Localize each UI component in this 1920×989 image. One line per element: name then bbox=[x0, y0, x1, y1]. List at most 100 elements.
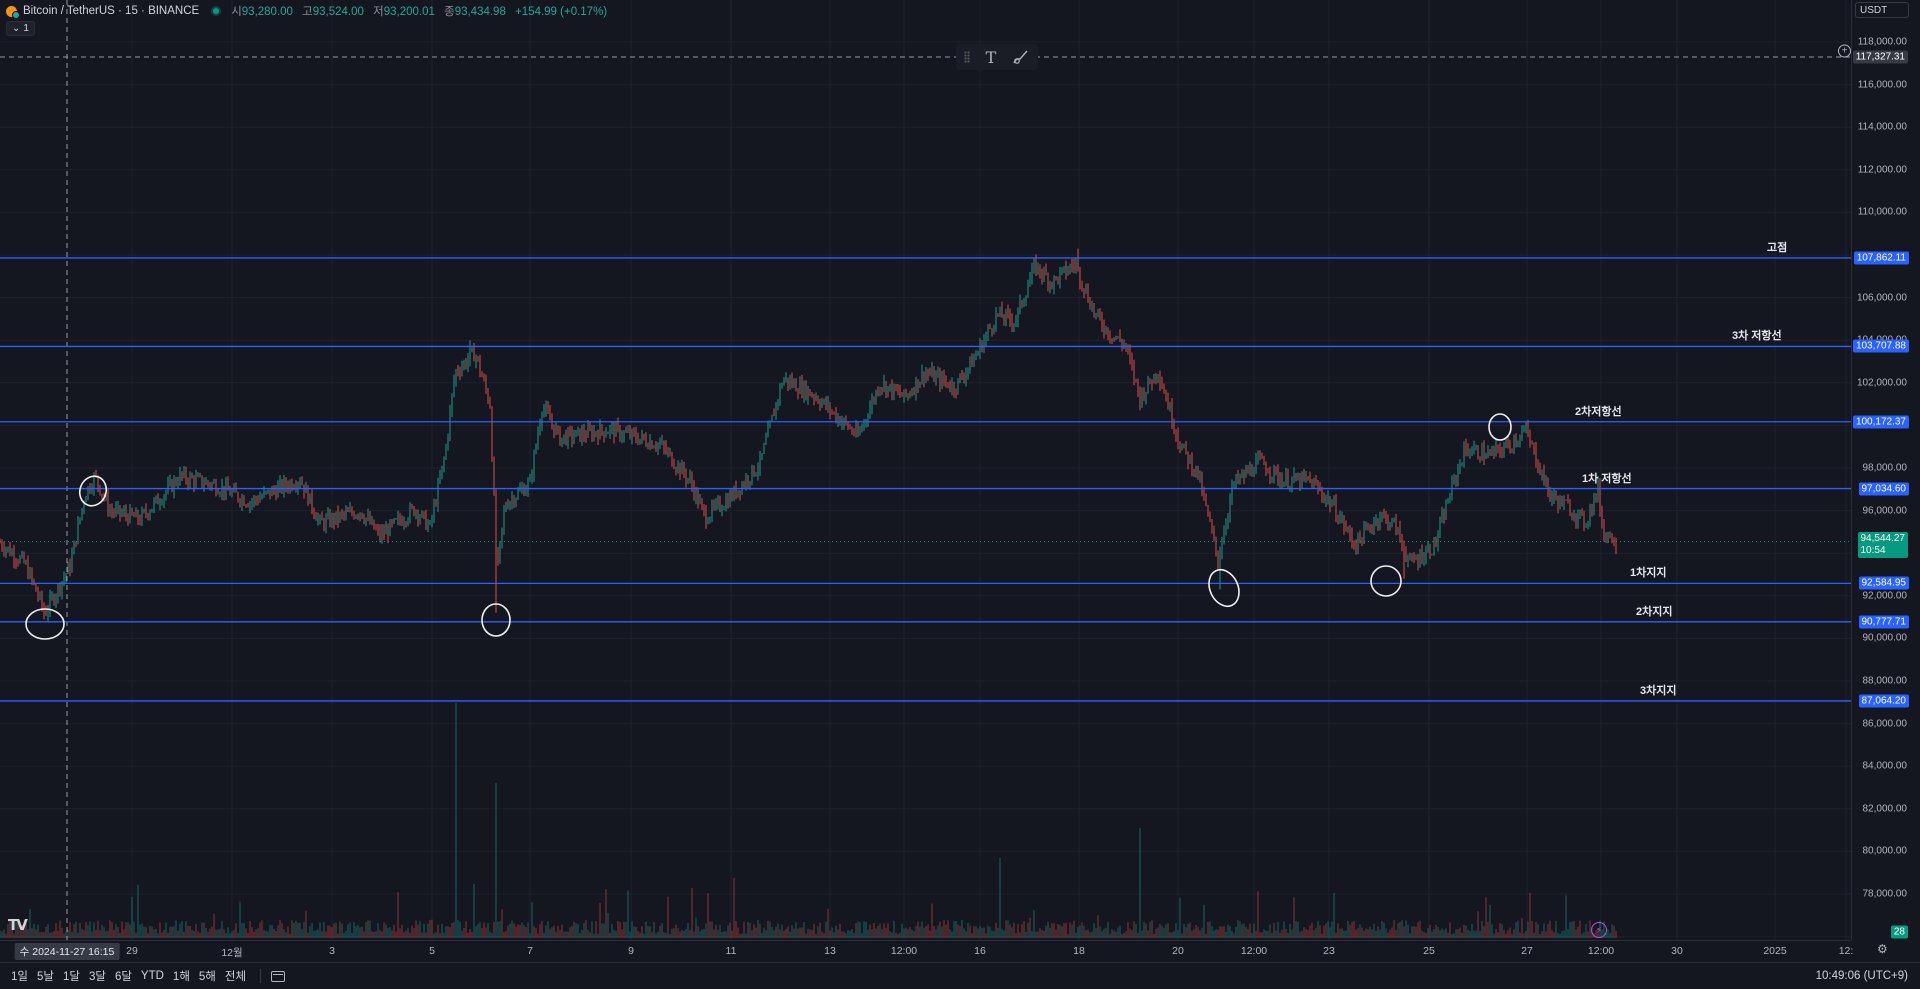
change-value: +154.99 (+0.17%) bbox=[515, 6, 608, 18]
time-tick: 12:00 bbox=[1587, 945, 1615, 957]
price-tick: 98,000.00 bbox=[1862, 462, 1908, 474]
last-price-tag: 94,544.27 10:54 bbox=[1857, 532, 1908, 558]
chevron-down-icon: ⌄ bbox=[12, 23, 21, 34]
bitcoin-icon[interactable] bbox=[6, 5, 20, 19]
price-tick: 96,000.00 bbox=[1862, 505, 1908, 517]
range-button[interactable]: YTD bbox=[140, 970, 164, 982]
level-price-tag: 103,707.88 bbox=[1852, 339, 1909, 353]
open-value: 93,280.00 bbox=[241, 6, 293, 18]
ellipse-annotation bbox=[25, 608, 65, 640]
floating-drawing-toolbar: T bbox=[956, 44, 1038, 70]
grip-icon[interactable] bbox=[964, 51, 970, 63]
price-tick: 102,000.00 bbox=[1856, 377, 1907, 389]
low-value: 93,200.01 bbox=[383, 6, 435, 18]
candle-series bbox=[0, 248, 1617, 622]
level-price-tag: 97,034.60 bbox=[1858, 482, 1909, 496]
time-tick: 12: bbox=[1838, 945, 1854, 957]
ellipse-annotation bbox=[1370, 565, 1402, 597]
time-tick: 23 bbox=[1323, 945, 1335, 957]
price-tick: 90,000.00 bbox=[1862, 632, 1908, 644]
tradingview-logo[interactable]: TV bbox=[8, 916, 28, 934]
gear-icon[interactable]: ⚙ bbox=[1877, 942, 1888, 956]
time-tick: 12:00 bbox=[890, 945, 918, 957]
close-label: 종 bbox=[444, 6, 455, 18]
toolbar-divider bbox=[260, 969, 262, 983]
market-status-icon[interactable] bbox=[213, 8, 220, 14]
price-tick: 86,000.00 bbox=[1862, 718, 1908, 730]
open-label: 시 bbox=[231, 6, 242, 18]
time-tick: 18 bbox=[1073, 945, 1085, 957]
time-axis[interactable]: 29 12월 3 5 7 9 11 13 12:00 16 18 20 12:00 23 25 27 12:00… bbox=[0, 940, 1854, 961]
price-tick: 112,000.00 bbox=[1857, 164, 1907, 176]
range-button[interactable]: 5날 bbox=[36, 971, 54, 983]
level-label[interactable]: 2차저항선 bbox=[1575, 405, 1622, 418]
range-button[interactable]: 6달 bbox=[114, 971, 132, 983]
time-tick: 13 bbox=[824, 945, 836, 957]
time-tick: 3 bbox=[329, 945, 335, 957]
level-price-tag: 87,064.20 bbox=[1858, 694, 1909, 708]
price-tick: 114,000.00 bbox=[1857, 121, 1907, 133]
level-label[interactable]: 1차지지 bbox=[1630, 567, 1667, 580]
price-tick: 84,000.00 bbox=[1862, 760, 1908, 772]
add-alert-icon[interactable]: + bbox=[1838, 44, 1851, 58]
price-axis[interactable]: 118,000.00 116,000.00 114,000.00 112,000.00… bbox=[1851, 0, 1920, 940]
last-price-value: 94,544.27 bbox=[1860, 533, 1906, 544]
level-label[interactable]: 2차지지 bbox=[1636, 605, 1673, 618]
bottom-toolbar: 1일 5날 1달 3달 6달 YTD 1해 5해 전체 10:49:06 (UTC+9) bbox=[0, 962, 1920, 989]
range-button[interactable]: 3달 bbox=[88, 971, 106, 983]
price-tick: 110,000.00 bbox=[1857, 206, 1907, 218]
level-label[interactable]: 1차 저항선 bbox=[1582, 472, 1632, 485]
price-tick: 82,000.00 bbox=[1862, 803, 1908, 815]
price-tick: 78,000.00 bbox=[1862, 888, 1908, 900]
price-tick: 106,000.00 bbox=[1856, 292, 1907, 304]
indicator-count: 1 bbox=[23, 23, 29, 34]
range-button[interactable]: 1달 bbox=[62, 971, 80, 983]
price-tick: 116,000.00 bbox=[1857, 79, 1907, 91]
lightning-icon[interactable]: ⚡ bbox=[1591, 922, 1607, 938]
level-price-tag: 90,777.71 bbox=[1858, 615, 1909, 629]
symbol-legend: Bitcoin / TetherUS · 15 · BINANCE 시93,28… bbox=[6, 3, 613, 19]
time-tick: 7 bbox=[527, 945, 533, 957]
text-tool-glyph: T bbox=[985, 47, 997, 67]
close-value: 93,434.98 bbox=[454, 6, 506, 18]
time-tick: 29 bbox=[126, 945, 138, 957]
time-tick: 12:00 bbox=[1240, 945, 1268, 957]
crosshair-price-tag: 117,327.31 bbox=[1852, 50, 1908, 64]
time-tick: 20 bbox=[1172, 945, 1184, 957]
clock-display[interactable]: 10:49:06 (UTC+9) bbox=[1815, 970, 1908, 982]
range-button[interactable]: 전체 bbox=[224, 971, 247, 983]
volume-series bbox=[0, 703, 1617, 938]
low-label: 저 bbox=[373, 6, 384, 18]
time-tick: 9 bbox=[628, 945, 634, 957]
range-button[interactable]: 5해 bbox=[198, 971, 216, 983]
text-tool-icon[interactable]: T bbox=[982, 47, 1000, 67]
price-tick: 118,000.00 bbox=[1857, 36, 1907, 48]
range-button[interactable]: 1해 bbox=[172, 971, 190, 983]
calendar-icon[interactable] bbox=[271, 970, 286, 982]
symbol-title[interactable]: Bitcoin / TetherUS · 15 · BINANCE bbox=[23, 5, 200, 17]
ellipse-annotation bbox=[1488, 413, 1512, 441]
ellipse-annotation bbox=[78, 475, 108, 507]
price-tick: 80,000.00 bbox=[1862, 845, 1908, 857]
volume-tag: 28 bbox=[1890, 925, 1908, 939]
high-label: 고 bbox=[302, 6, 313, 18]
brush-tool-icon[interactable] bbox=[1012, 48, 1030, 66]
price-chart[interactable] bbox=[0, 0, 1851, 940]
time-tick: 2025 bbox=[1763, 945, 1787, 957]
chart-pane[interactable]: Bitcoin / TetherUS · 15 · BINANCE 시93,28… bbox=[0, 0, 1851, 940]
level-label[interactable]: 고점 bbox=[1767, 241, 1788, 254]
ohlc-values: 시93,280.00 고93,524.00 저93,200.01 종93,434… bbox=[231, 3, 613, 19]
level-label[interactable]: 3차지지 bbox=[1640, 684, 1677, 697]
high-value: 93,524.00 bbox=[312, 6, 364, 18]
price-tick: 92,000.00 bbox=[1862, 590, 1908, 602]
time-tick: 12월 bbox=[221, 947, 243, 959]
indicators-collapse-button[interactable]: ⌄ 1 bbox=[6, 21, 35, 36]
level-price-tag: 92,584.95 bbox=[1858, 576, 1909, 590]
range-button[interactable]: 1일 bbox=[11, 971, 28, 983]
currency-select[interactable]: USDT bbox=[1855, 2, 1909, 18]
level-price-tag: 100,172.37 bbox=[1852, 415, 1909, 429]
level-label[interactable]: 3차 저항선 bbox=[1732, 330, 1782, 343]
time-tick: 27 bbox=[1521, 945, 1533, 957]
price-tick: 88,000.00 bbox=[1862, 675, 1908, 687]
crosshair-time-tag: 수 2024-11-27 16:15 bbox=[14, 943, 120, 960]
